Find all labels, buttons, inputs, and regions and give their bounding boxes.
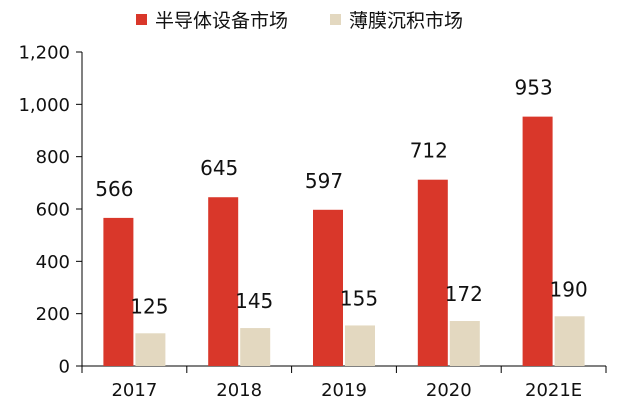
bar-thin-film-deposition xyxy=(554,316,585,366)
data-label: 645 xyxy=(200,156,238,180)
bar-thin-film-deposition xyxy=(240,328,271,366)
data-label: 125 xyxy=(130,294,168,318)
bar-thin-film-deposition xyxy=(449,320,480,366)
bar-semiconductor-equipment xyxy=(313,209,343,366)
legend-label-equipment: 半导体设备市场 xyxy=(155,10,289,32)
bar-semiconductor-equipment xyxy=(522,116,553,366)
data-labels: 566 125 645 145 597 155 712 172 953 190 xyxy=(95,76,587,319)
axes: 0 200 400 600 800 1,000 1,200 2017 2018 2019 2020 2… xyxy=(18,43,607,401)
legend: 半导体设备市场 薄膜沉积市场 xyxy=(0,6,620,34)
legend-swatch-thin-film xyxy=(330,14,341,25)
data-label: 566 xyxy=(95,177,133,201)
data-label: 953 xyxy=(515,76,553,100)
bar-semiconductor-equipment xyxy=(208,197,239,366)
bar-thin-film-deposition xyxy=(135,333,166,366)
legend-item-equipment: 半导体设备市场 xyxy=(136,6,288,33)
data-label: 712 xyxy=(410,139,448,163)
x-tick-label: 2021E xyxy=(525,380,582,401)
y-tick-label: 800 xyxy=(36,147,70,168)
data-label: 190 xyxy=(550,277,588,301)
bar-semiconductor-equipment xyxy=(417,179,448,366)
data-label: 597 xyxy=(305,169,343,193)
legend-swatch-equipment xyxy=(136,14,147,25)
data-label: 145 xyxy=(235,289,273,313)
x-tick-label: 2019 xyxy=(321,380,367,401)
y-tick-label: 1,200 xyxy=(18,43,70,64)
x-tick-label: 2020 xyxy=(426,380,472,401)
y-tick-label: 1,000 xyxy=(18,95,70,116)
legend-label-thin-film: 薄膜沉积市场 xyxy=(349,10,464,32)
y-tick-label: 200 xyxy=(36,304,70,325)
x-tick-label: 2018 xyxy=(216,380,262,401)
legend-item-thin-film: 薄膜沉积市场 xyxy=(330,6,463,33)
data-label: 155 xyxy=(340,286,378,310)
y-tick-label: 400 xyxy=(36,252,70,273)
bar-semiconductor-equipment xyxy=(103,217,134,366)
y-tick-label: 0 xyxy=(59,357,70,378)
data-label: 172 xyxy=(445,282,483,306)
bar-thin-film-deposition xyxy=(345,325,375,366)
y-tick-label: 600 xyxy=(36,200,70,221)
x-tick-label: 2017 xyxy=(111,380,157,401)
bars xyxy=(103,116,585,366)
